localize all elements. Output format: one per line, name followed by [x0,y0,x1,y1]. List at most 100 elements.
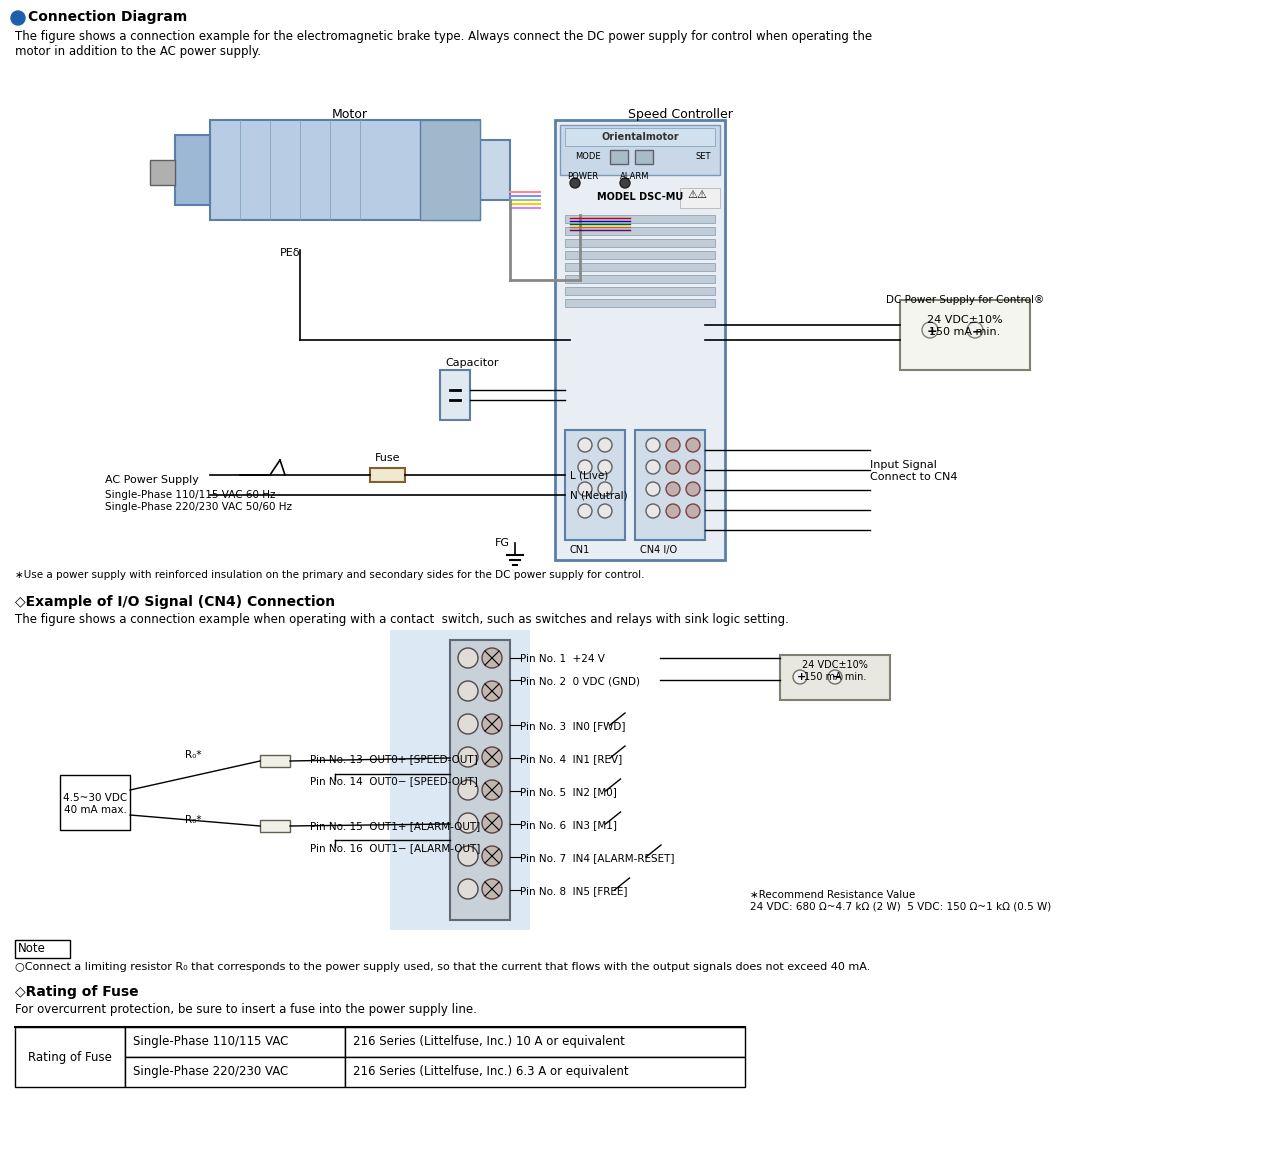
Circle shape [483,747,502,768]
Text: 24 VDC±10%
150 mA min.: 24 VDC±10% 150 mA min. [803,659,868,682]
Circle shape [483,813,502,833]
Circle shape [646,504,660,518]
Bar [346,1027,745,1057]
Circle shape [666,481,680,495]
Text: Pin No. 15  OUT1+ [ALARM-OUT]: Pin No. 15 OUT1+ [ALARM-OUT] [310,821,480,832]
Circle shape [579,481,591,495]
Circle shape [458,747,477,768]
Circle shape [686,481,700,495]
Text: N (Neutral): N (Neutral) [570,490,627,500]
Circle shape [483,648,502,668]
Circle shape [458,846,477,866]
Text: DC Power Supply for Control®: DC Power Supply for Control® [886,295,1044,305]
Bar [680,188,719,208]
Bar [370,468,404,481]
Bar [175,135,210,205]
Bar [564,251,716,259]
Text: AC Power Supply: AC Power Supply [105,475,198,485]
Bar [780,655,890,700]
Bar [150,160,175,185]
Circle shape [598,461,612,475]
Text: MODEL DSC-MU: MODEL DSC-MU [596,192,684,202]
Bar [611,150,628,164]
Text: ∗Recommend Resistance Value
24 VDC: 680 Ω~4.7 kΩ (2 W)  5 VDC: 150 Ω~1 kΩ (0.5 W: ∗Recommend Resistance Value 24 VDC: 680 … [750,890,1051,912]
Circle shape [966,322,983,338]
Text: +: + [927,324,938,338]
Circle shape [458,780,477,800]
Text: For overcurrent protection, be sure to insert a fuse into the power supply line.: For overcurrent protection, be sure to i… [15,1003,477,1016]
Circle shape [483,780,502,800]
Text: 4.5~30 VDC
40 mA max.: 4.5~30 VDC 40 mA max. [63,793,127,814]
Text: Input Signal
Connect to CN4: Input Signal Connect to CN4 [870,461,957,481]
Circle shape [12,10,26,24]
Circle shape [458,813,477,833]
Text: CN4 I/O: CN4 I/O [640,545,677,555]
Bar [125,1057,346,1087]
Bar [451,640,509,920]
Circle shape [579,461,591,475]
Bar [260,820,291,832]
Text: ○Connect a limiting resistor R₀ that corresponds to the power supply used, so th: ○Connect a limiting resistor R₀ that cor… [15,962,870,972]
Bar [210,120,480,220]
Bar [125,1027,346,1057]
Circle shape [646,481,660,495]
Circle shape [620,178,630,188]
Circle shape [598,438,612,452]
Text: The figure shows a connection example when operating with a contact  switch, suc: The figure shows a connection example wh… [15,613,788,626]
Bar [635,150,653,164]
Circle shape [458,648,477,668]
Text: Note: Note [18,942,46,955]
Text: Single-Phase 110/115 VAC: Single-Phase 110/115 VAC [133,1035,288,1048]
Text: Pin No. 6  IN3 [M1]: Pin No. 6 IN3 [M1] [520,820,617,830]
Bar [390,630,530,930]
Bar [480,140,509,200]
Text: Speed Controller: Speed Controller [627,108,732,121]
Text: FG: FG [495,538,509,548]
Circle shape [579,438,591,452]
Circle shape [598,481,612,495]
Bar [60,775,131,830]
Text: Fuse: Fuse [375,454,401,463]
Circle shape [483,879,502,899]
Circle shape [666,438,680,452]
Text: Single-Phase 220/230 VAC: Single-Phase 220/230 VAC [133,1065,288,1078]
Text: ◇Rating of Fuse: ◇Rating of Fuse [15,985,138,999]
Circle shape [570,178,580,188]
Text: MODE: MODE [575,152,600,160]
Bar [346,1057,745,1087]
Circle shape [666,461,680,475]
Circle shape [483,714,502,734]
Text: Pin No. 3  IN0 [FWD]: Pin No. 3 IN0 [FWD] [520,721,626,732]
Text: ∗Use a power supply with reinforced insulation on the primary and secondary side: ∗Use a power supply with reinforced insu… [15,570,645,580]
Bar [260,755,291,768]
Circle shape [458,714,477,734]
Text: CN1: CN1 [570,545,590,555]
Bar [556,120,724,561]
Text: PEδ: PEδ [280,248,301,258]
Text: The figure shows a connection example for the electromagnetic brake type. Always: The figure shows a connection example fo… [15,30,872,58]
Circle shape [483,846,502,866]
Text: −: − [832,672,841,682]
Bar [900,300,1030,370]
Bar [561,124,719,174]
Bar [564,274,716,283]
Text: Orientalmotor: Orientalmotor [602,131,678,142]
Bar [564,430,625,540]
Text: Pin No. 14  OUT0− [SPEED-OUT]: Pin No. 14 OUT0− [SPEED-OUT] [310,776,477,786]
Text: Pin No. 2  0 VDC (GND): Pin No. 2 0 VDC (GND) [520,676,640,686]
Circle shape [686,461,700,475]
Bar [15,1027,125,1087]
Circle shape [646,438,660,452]
Bar [635,430,705,540]
Bar [564,240,716,247]
Text: SET: SET [695,152,710,160]
Text: Rating of Fuse: Rating of Fuse [28,1050,111,1063]
Text: ALARM: ALARM [620,172,649,181]
Circle shape [646,461,660,475]
Circle shape [458,879,477,899]
Bar [564,128,716,147]
Text: Pin No. 4  IN1 [REV]: Pin No. 4 IN1 [REV] [520,754,622,764]
Circle shape [579,504,591,518]
Text: Pin No. 16  OUT1− [ALARM-OUT]: Pin No. 16 OUT1− [ALARM-OUT] [310,843,480,852]
Circle shape [458,682,477,701]
